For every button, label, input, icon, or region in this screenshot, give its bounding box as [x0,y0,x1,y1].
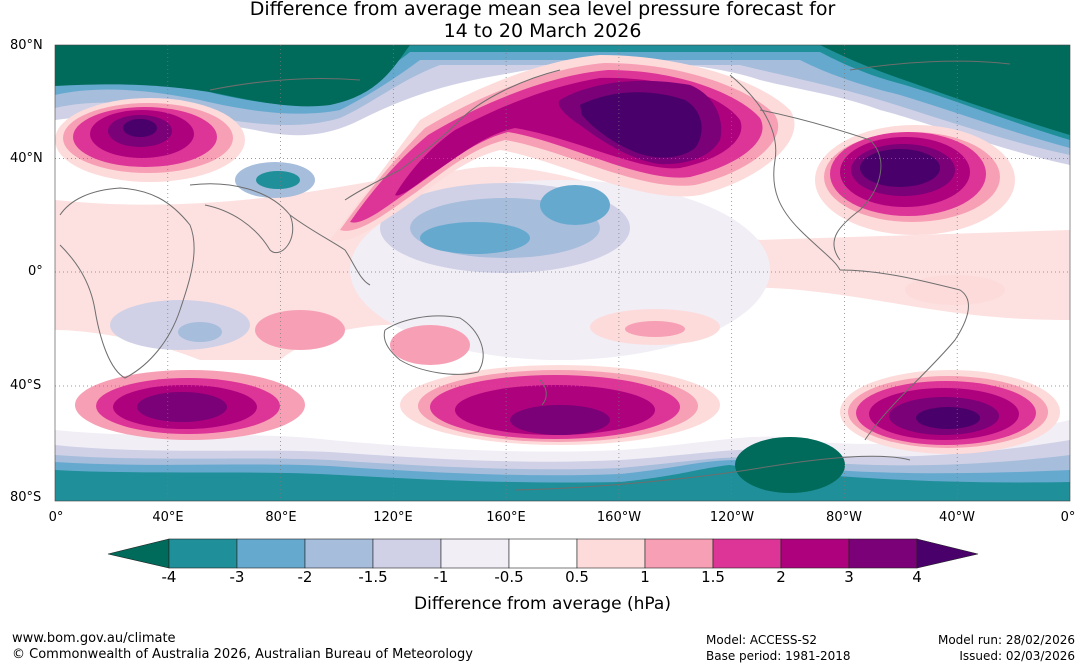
colorbar-bin-9 [712,538,782,569]
footer-model-run: Model run: 28/02/2026 [937,633,1075,647]
colorbar-min-arrow [107,538,170,569]
lon-label-160e: 160°E [486,510,526,525]
lon-label-160w: 160°W [596,510,642,525]
colorbar-bin-7 [576,538,646,569]
lon-label-40e: 40°E [152,510,184,525]
positive-anomaly-north-atlantic [815,125,1015,235]
colorbar-bin-2 [236,538,306,569]
map-frame [54,44,1071,502]
colorbar-tick-3: -2 [297,568,313,586]
lat-label-equator: 0° [28,264,43,279]
colorbar-tick-5: -1 [433,568,449,586]
positive-anomaly-south-atlantic [840,370,1060,454]
colorbar-tick-7: 0.5 [565,568,589,586]
lat-label-40n: 40°N [10,151,43,166]
lat-label-40s: 40°S [10,378,42,393]
map-title-line2: 14 to 20 March 2026 [443,20,642,42]
coastlines [59,60,1011,491]
colorbar-tick-1: -4 [161,568,177,586]
colorbar-tick-8: 1 [640,568,650,586]
footer-issued: Issued: 02/03/2026 [959,649,1075,663]
lon-label-80e: 80°E [265,510,297,525]
footer-copyright: © Commonwealth of Australia 2026, Austra… [12,647,473,662]
lon-label-120w: 120°W [709,510,755,525]
positive-anomaly-southern-indian [75,370,305,440]
footer-website: www.bom.gov.au/climate [12,631,176,646]
strong-negative-antarctic [735,437,845,493]
colorbar-tick-11: 3 [844,568,854,586]
lon-label-120e: 120°E [373,510,413,525]
lat-label-80s: 80°S [10,490,42,505]
colorbar-tick-10: 2 [776,568,786,586]
colorbar-tick-9: 1.5 [701,568,725,586]
footer-model: Model: ACCESS-S2 [706,633,818,647]
lat-label-80n: 80°N [10,38,43,53]
colorbar-tick-12: 4 [912,568,922,586]
colorbar-tick-6: -0.5 [494,568,524,586]
colorbar-bin-3 [304,538,374,569]
positive-anomaly-south-pacific [400,365,720,445]
graticule [55,45,1070,501]
colorbar-tick-2: -3 [229,568,245,586]
strong-negative-greenland [820,45,1070,135]
colorbar-bin-10 [780,538,850,569]
colorbar-title: Difference from average (hPa) [414,594,671,614]
lon-label-0-right: 0° [1060,510,1076,525]
positive-anomaly-north-pacific [330,55,795,241]
colorbar-bin-8 [644,538,714,569]
strong-negative-eurasia-arctic [55,45,410,107]
map-title-line1: Difference from average mean sea level p… [249,0,836,20]
colorbar-bin-6 [508,538,578,569]
colorbar-tick-4: -1.5 [358,568,388,586]
colorbar-bin-11 [848,538,918,569]
lon-label-80w: 80°W [826,510,862,525]
lon-label-40w: 40°W [939,510,975,525]
colorbar-bin-1 [168,538,238,569]
footer-base-period: Base period: 1981-2018 [706,649,851,663]
colorbar-bin-4 [372,538,442,569]
lon-label-0-left: 0° [48,510,64,525]
colorbar-bin-5 [440,538,510,569]
colorbar-max-arrow [916,538,979,569]
